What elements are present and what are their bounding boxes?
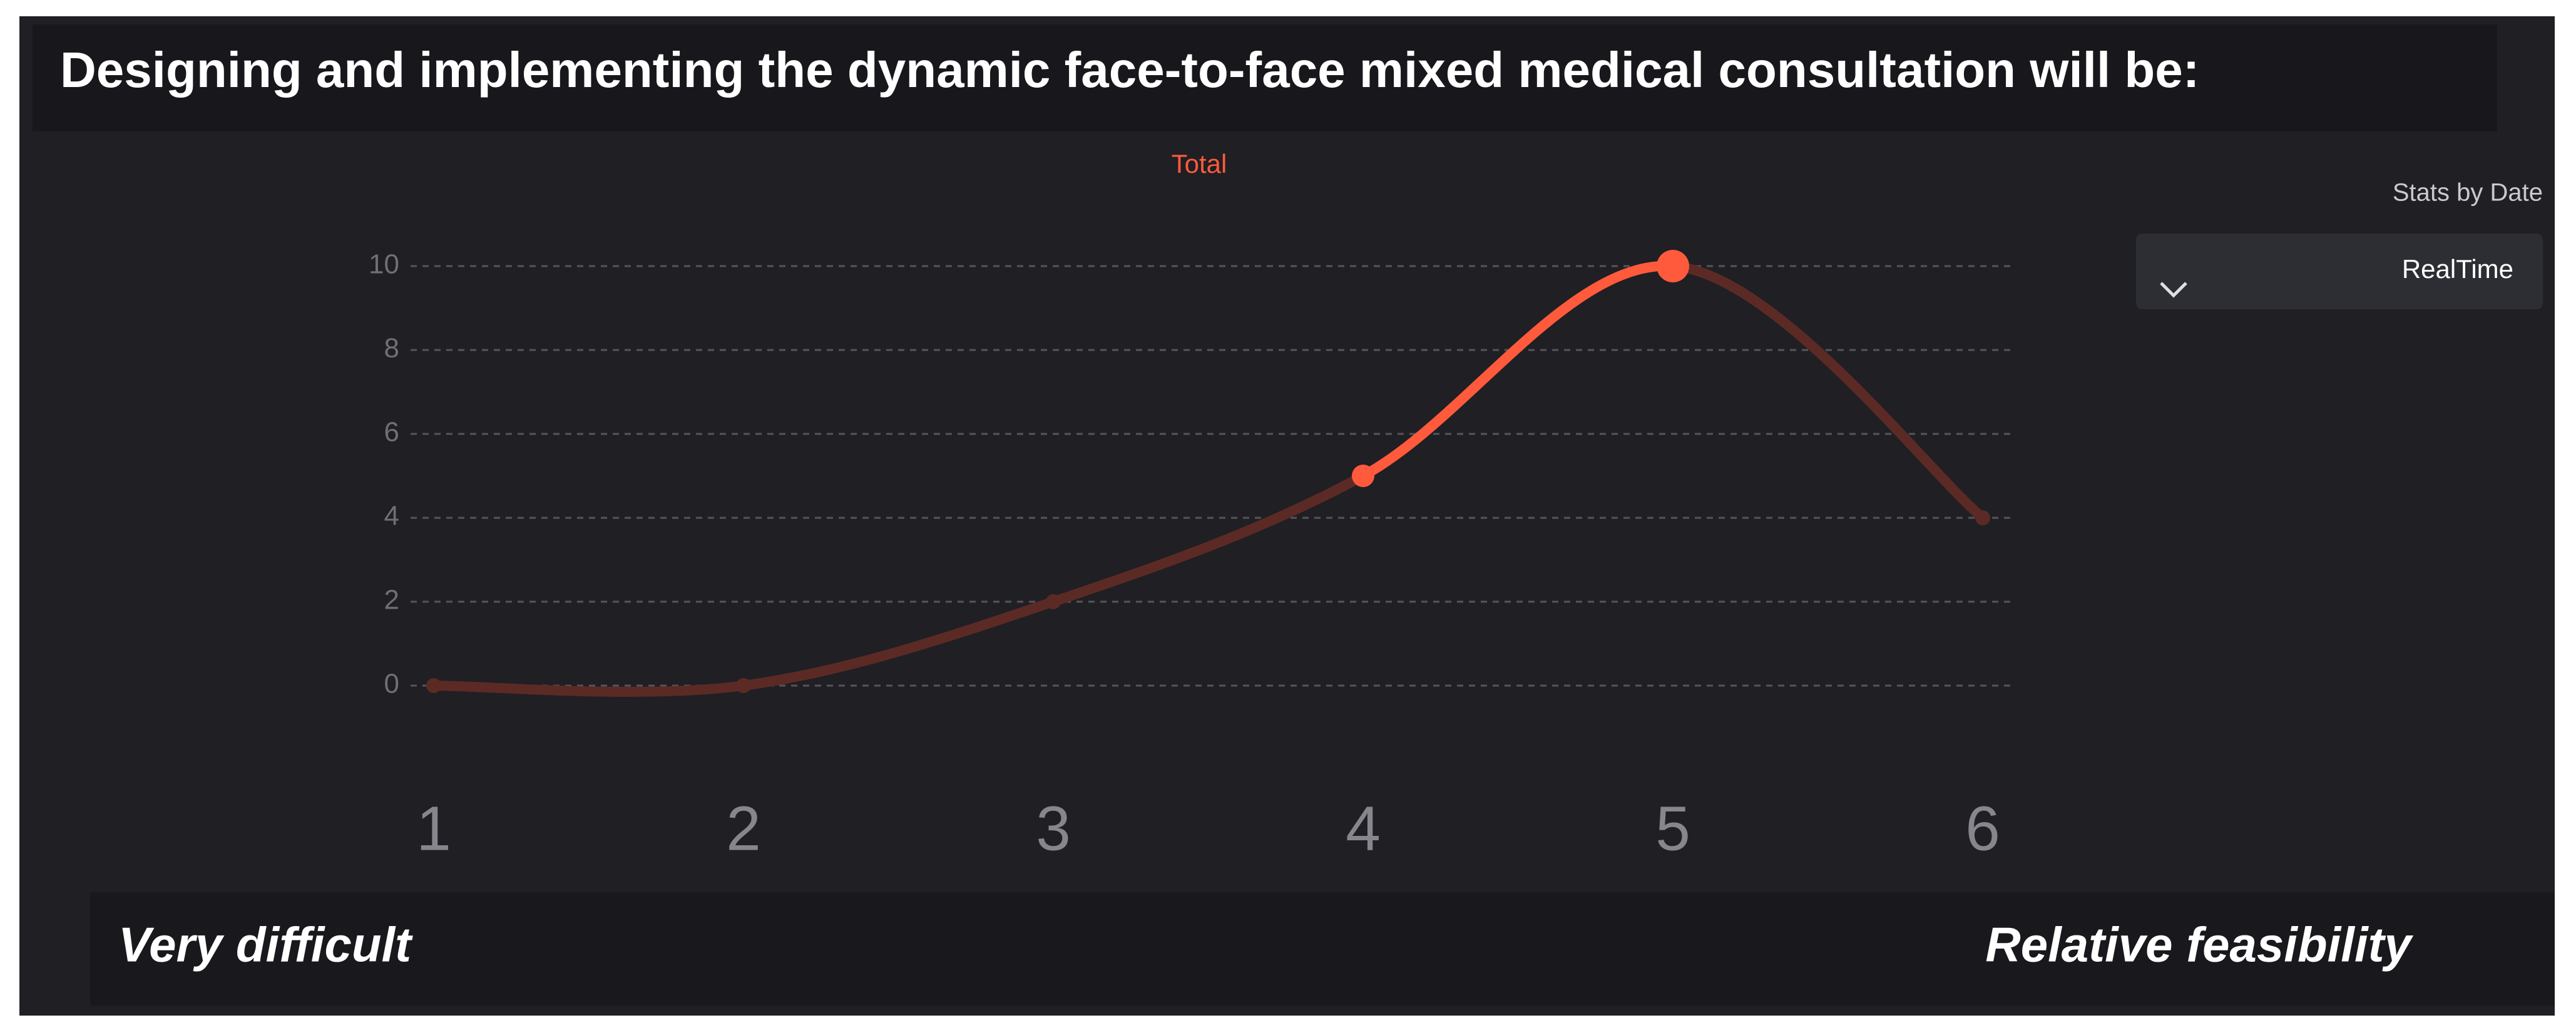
- x-tick-label: 5: [1655, 793, 1690, 863]
- y-tick-label: 6: [384, 417, 399, 448]
- line: [429, 260, 1988, 697]
- footer-bar: [90, 892, 2555, 1006]
- x-tick-label: 3: [1036, 793, 1071, 863]
- x-tick-label: 6: [1965, 793, 2000, 863]
- x-tick-label: 2: [726, 793, 761, 863]
- dropdown-box[interactable]: [2136, 234, 2543, 309]
- chart-title: Total: [1172, 149, 1227, 178]
- highlight-segment: [1358, 260, 1678, 481]
- footer-right: Relative feasibility: [1985, 917, 2413, 972]
- chevron[interactable]: [2160, 282, 2187, 298]
- footer-left: Very difficult: [118, 917, 413, 972]
- point: [736, 678, 751, 693]
- point: [1975, 510, 1990, 525]
- page-title: Designing and implementing the dynamic f…: [60, 42, 2199, 98]
- point: [1046, 594, 1061, 609]
- y-tick-label: 0: [384, 669, 399, 699]
- dropdown-value[interactable]: RealTime: [2402, 254, 2513, 284]
- point: [1657, 250, 1689, 282]
- x-tick-label: 1: [416, 793, 451, 863]
- title-bar: [33, 24, 2497, 131]
- y-tick-label: 4: [384, 501, 399, 532]
- x-tick-label: 4: [1346, 793, 1381, 863]
- y-tick-label: 2: [384, 585, 399, 615]
- point: [426, 678, 441, 693]
- y-tick-label: 8: [384, 333, 399, 364]
- stats-label: Stats by Date: [2393, 179, 2543, 207]
- point: [1352, 465, 1374, 487]
- dropdown[interactable]: RealTime: [2136, 234, 2543, 309]
- y-tick-label: 10: [369, 249, 399, 280]
